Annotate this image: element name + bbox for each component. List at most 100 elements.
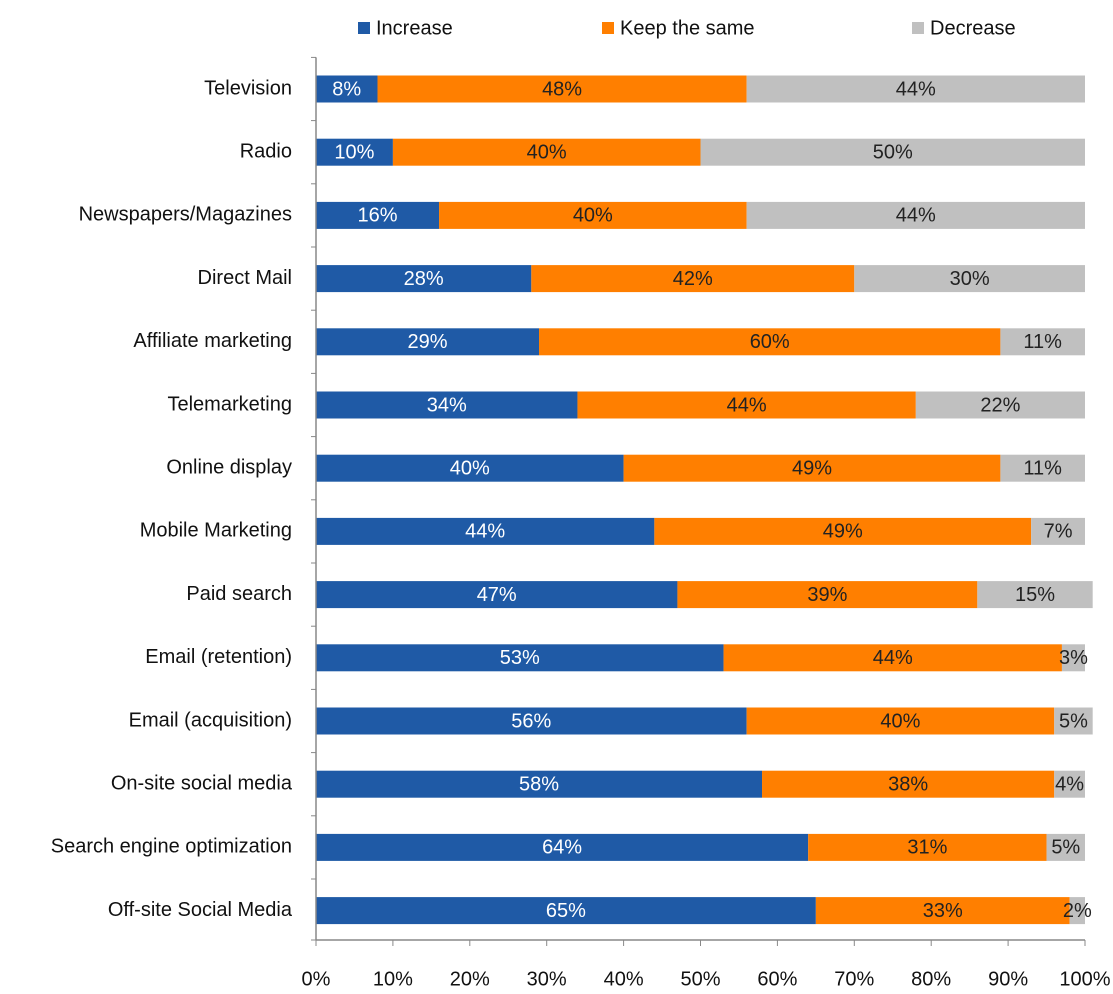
- bar-segment: [316, 897, 816, 925]
- bar-segment: [316, 833, 809, 861]
- bar-segment: [316, 75, 378, 103]
- data-label: 5%: [1059, 710, 1088, 732]
- data-label: 4%: [1055, 773, 1084, 795]
- x-tick-label: 50%: [680, 968, 720, 990]
- data-label: 11%: [1023, 331, 1062, 353]
- y-tick-label: Paid search: [186, 583, 292, 605]
- bar-segment: [531, 265, 855, 293]
- data-label: 11%: [1023, 457, 1062, 479]
- data-label: 39%: [807, 584, 847, 606]
- data-label: 40%: [527, 141, 567, 163]
- data-label: 33%: [923, 900, 963, 922]
- x-tick-label: 20%: [450, 968, 490, 990]
- bar-segment: [539, 328, 1001, 356]
- legend-label: Keep the same: [620, 17, 755, 39]
- data-label: 5%: [1051, 837, 1080, 859]
- data-label: 65%: [546, 900, 586, 922]
- y-tick-label: Radio: [240, 140, 292, 162]
- bar-segment: [762, 770, 1055, 798]
- data-label: 42%: [673, 268, 713, 290]
- y-tick-label: Television: [204, 77, 292, 99]
- legend-swatch: [912, 22, 924, 34]
- data-label: 7%: [1044, 521, 1073, 543]
- data-label: 29%: [407, 331, 447, 353]
- y-tick-label: Mobile Marketing: [140, 520, 292, 542]
- data-label: 3%: [1059, 647, 1088, 669]
- bar-segment: [1000, 454, 1085, 482]
- data-label: 44%: [727, 394, 767, 416]
- bar-segment: [316, 265, 532, 293]
- bar-segment: [1000, 328, 1085, 356]
- y-tick-label: Email (acquisition): [129, 709, 292, 731]
- data-label: 44%: [873, 647, 913, 669]
- x-tick-label: 70%: [834, 968, 874, 990]
- bar-segment: [316, 581, 678, 609]
- data-label: 58%: [519, 773, 559, 795]
- data-label: 40%: [450, 457, 490, 479]
- bar-segment: [316, 201, 440, 229]
- bar-segment: [316, 328, 540, 356]
- data-label: 30%: [950, 268, 990, 290]
- data-label: 38%: [888, 773, 928, 795]
- y-tick-label: Direct Mail: [198, 267, 292, 289]
- data-label: 47%: [477, 584, 517, 606]
- bar-segment: [316, 138, 393, 166]
- x-tick-label: 30%: [527, 968, 567, 990]
- data-label: 48%: [542, 78, 582, 100]
- y-tick-label: Telemarketing: [167, 393, 292, 415]
- data-label: 22%: [980, 394, 1020, 416]
- bar-segment: [316, 644, 724, 672]
- y-tick-label: On-site social media: [111, 772, 293, 794]
- x-tick-label: 90%: [988, 968, 1028, 990]
- bar-segment: [1069, 897, 1085, 925]
- bar-segment: [854, 265, 1085, 293]
- y-tick-label: Search engine optimization: [51, 836, 292, 858]
- bar-segment: [577, 391, 916, 419]
- data-label: 56%: [511, 710, 551, 732]
- data-label: 16%: [358, 205, 398, 227]
- legend-swatch: [358, 22, 370, 34]
- bar-segment: [746, 707, 1055, 735]
- bar-segment: [723, 644, 1062, 672]
- x-tick-label: 10%: [373, 968, 413, 990]
- data-label: 60%: [750, 331, 790, 353]
- bar-segment: [392, 138, 701, 166]
- y-tick-label: Off-site Social Media: [108, 899, 293, 921]
- bar-segment: [316, 391, 578, 419]
- bar-segment: [654, 517, 1032, 545]
- x-tick-label: 100%: [1059, 968, 1110, 990]
- data-label: 8%: [332, 78, 361, 100]
- legend-label: Decrease: [930, 17, 1016, 39]
- y-tick-label: Online display: [166, 456, 292, 478]
- data-label: 10%: [334, 141, 374, 163]
- data-label: 2%: [1063, 900, 1092, 922]
- data-label: 34%: [427, 394, 467, 416]
- data-label: 44%: [465, 521, 505, 543]
- bar-segment: [808, 833, 1047, 861]
- data-label: 44%: [896, 78, 936, 100]
- bar-segment: [915, 391, 1085, 419]
- bar-segment: [815, 897, 1070, 925]
- data-label: 50%: [873, 141, 913, 163]
- bar-segment: [316, 707, 747, 735]
- x-tick-label: 0%: [302, 968, 331, 990]
- bar-segment: [623, 454, 1001, 482]
- bar-segment: [677, 581, 978, 609]
- data-label: 28%: [404, 268, 444, 290]
- y-tick-label: Newspapers/Magazines: [79, 204, 292, 226]
- bar-segment: [316, 517, 655, 545]
- bar-segment: [1031, 517, 1085, 545]
- data-label: 64%: [542, 837, 582, 859]
- legend-label: Increase: [376, 17, 453, 39]
- bar-segment: [1054, 707, 1093, 735]
- bar-segment: [439, 201, 747, 229]
- x-tick-label: 40%: [604, 968, 644, 990]
- data-label: 31%: [907, 837, 947, 859]
- y-tick-label: Affiliate marketing: [133, 330, 292, 352]
- bar-segment: [700, 138, 1085, 166]
- bar-segment: [746, 201, 1085, 229]
- bar-segment: [977, 581, 1093, 609]
- data-label: 49%: [823, 521, 863, 543]
- x-tick-label: 60%: [757, 968, 797, 990]
